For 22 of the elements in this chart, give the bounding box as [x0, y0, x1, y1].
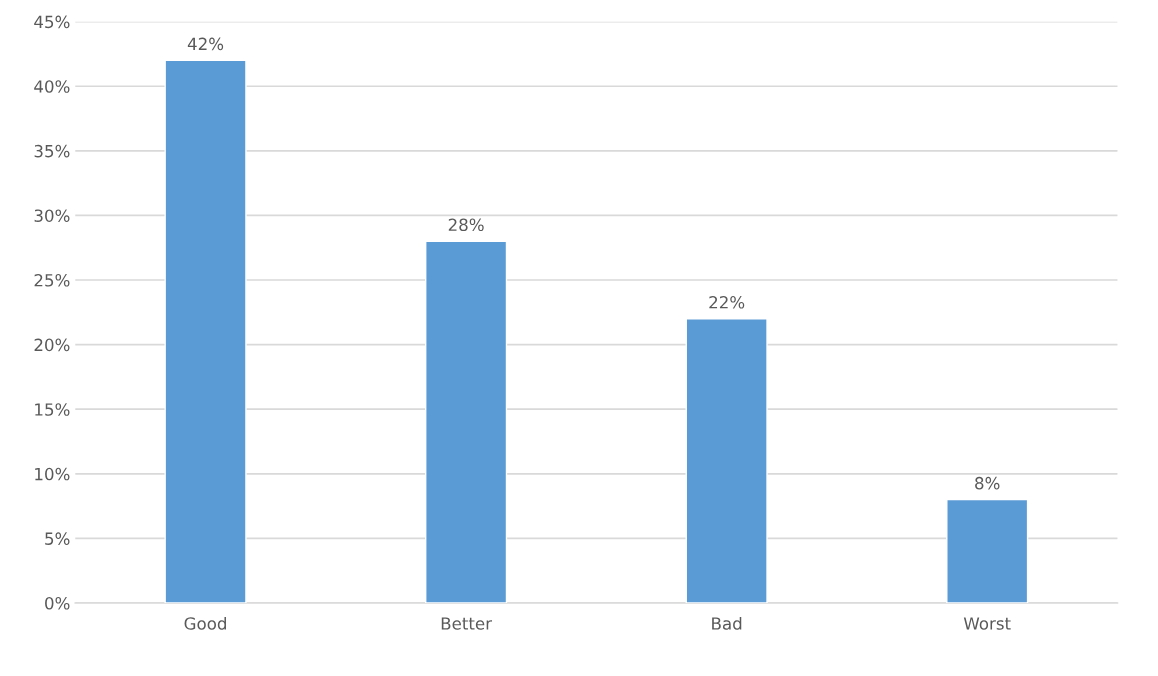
y-tick-label: 20%: [34, 338, 70, 352]
bar: [425, 240, 508, 603]
data-label: 42%: [187, 37, 224, 51]
bar: [164, 59, 247, 603]
y-tick-label: 25%: [34, 273, 70, 287]
x-tick-label: Better: [441, 617, 493, 630]
y-tick-label: 10%: [35, 467, 70, 481]
data-label: 8%: [975, 476, 1000, 490]
y-tick-label: 45%: [34, 15, 70, 29]
x-tick-label: Bad: [712, 616, 742, 630]
x-tick-label: Good: [184, 616, 226, 630]
bar: [685, 318, 768, 603]
bar: [946, 498, 1029, 603]
y-tick-label: 40%: [34, 80, 70, 93]
y-tick-label: 5%: [45, 532, 70, 545]
y-tick-label: 35%: [34, 144, 70, 158]
y-tick-label: 30%: [34, 209, 70, 222]
y-tick-label: 0%: [45, 596, 70, 610]
x-tick-label: Worst: [963, 617, 1011, 630]
data-label: 28%: [448, 218, 484, 232]
data-label: 22%: [709, 295, 745, 309]
y-tick-label: 15%: [35, 403, 70, 416]
